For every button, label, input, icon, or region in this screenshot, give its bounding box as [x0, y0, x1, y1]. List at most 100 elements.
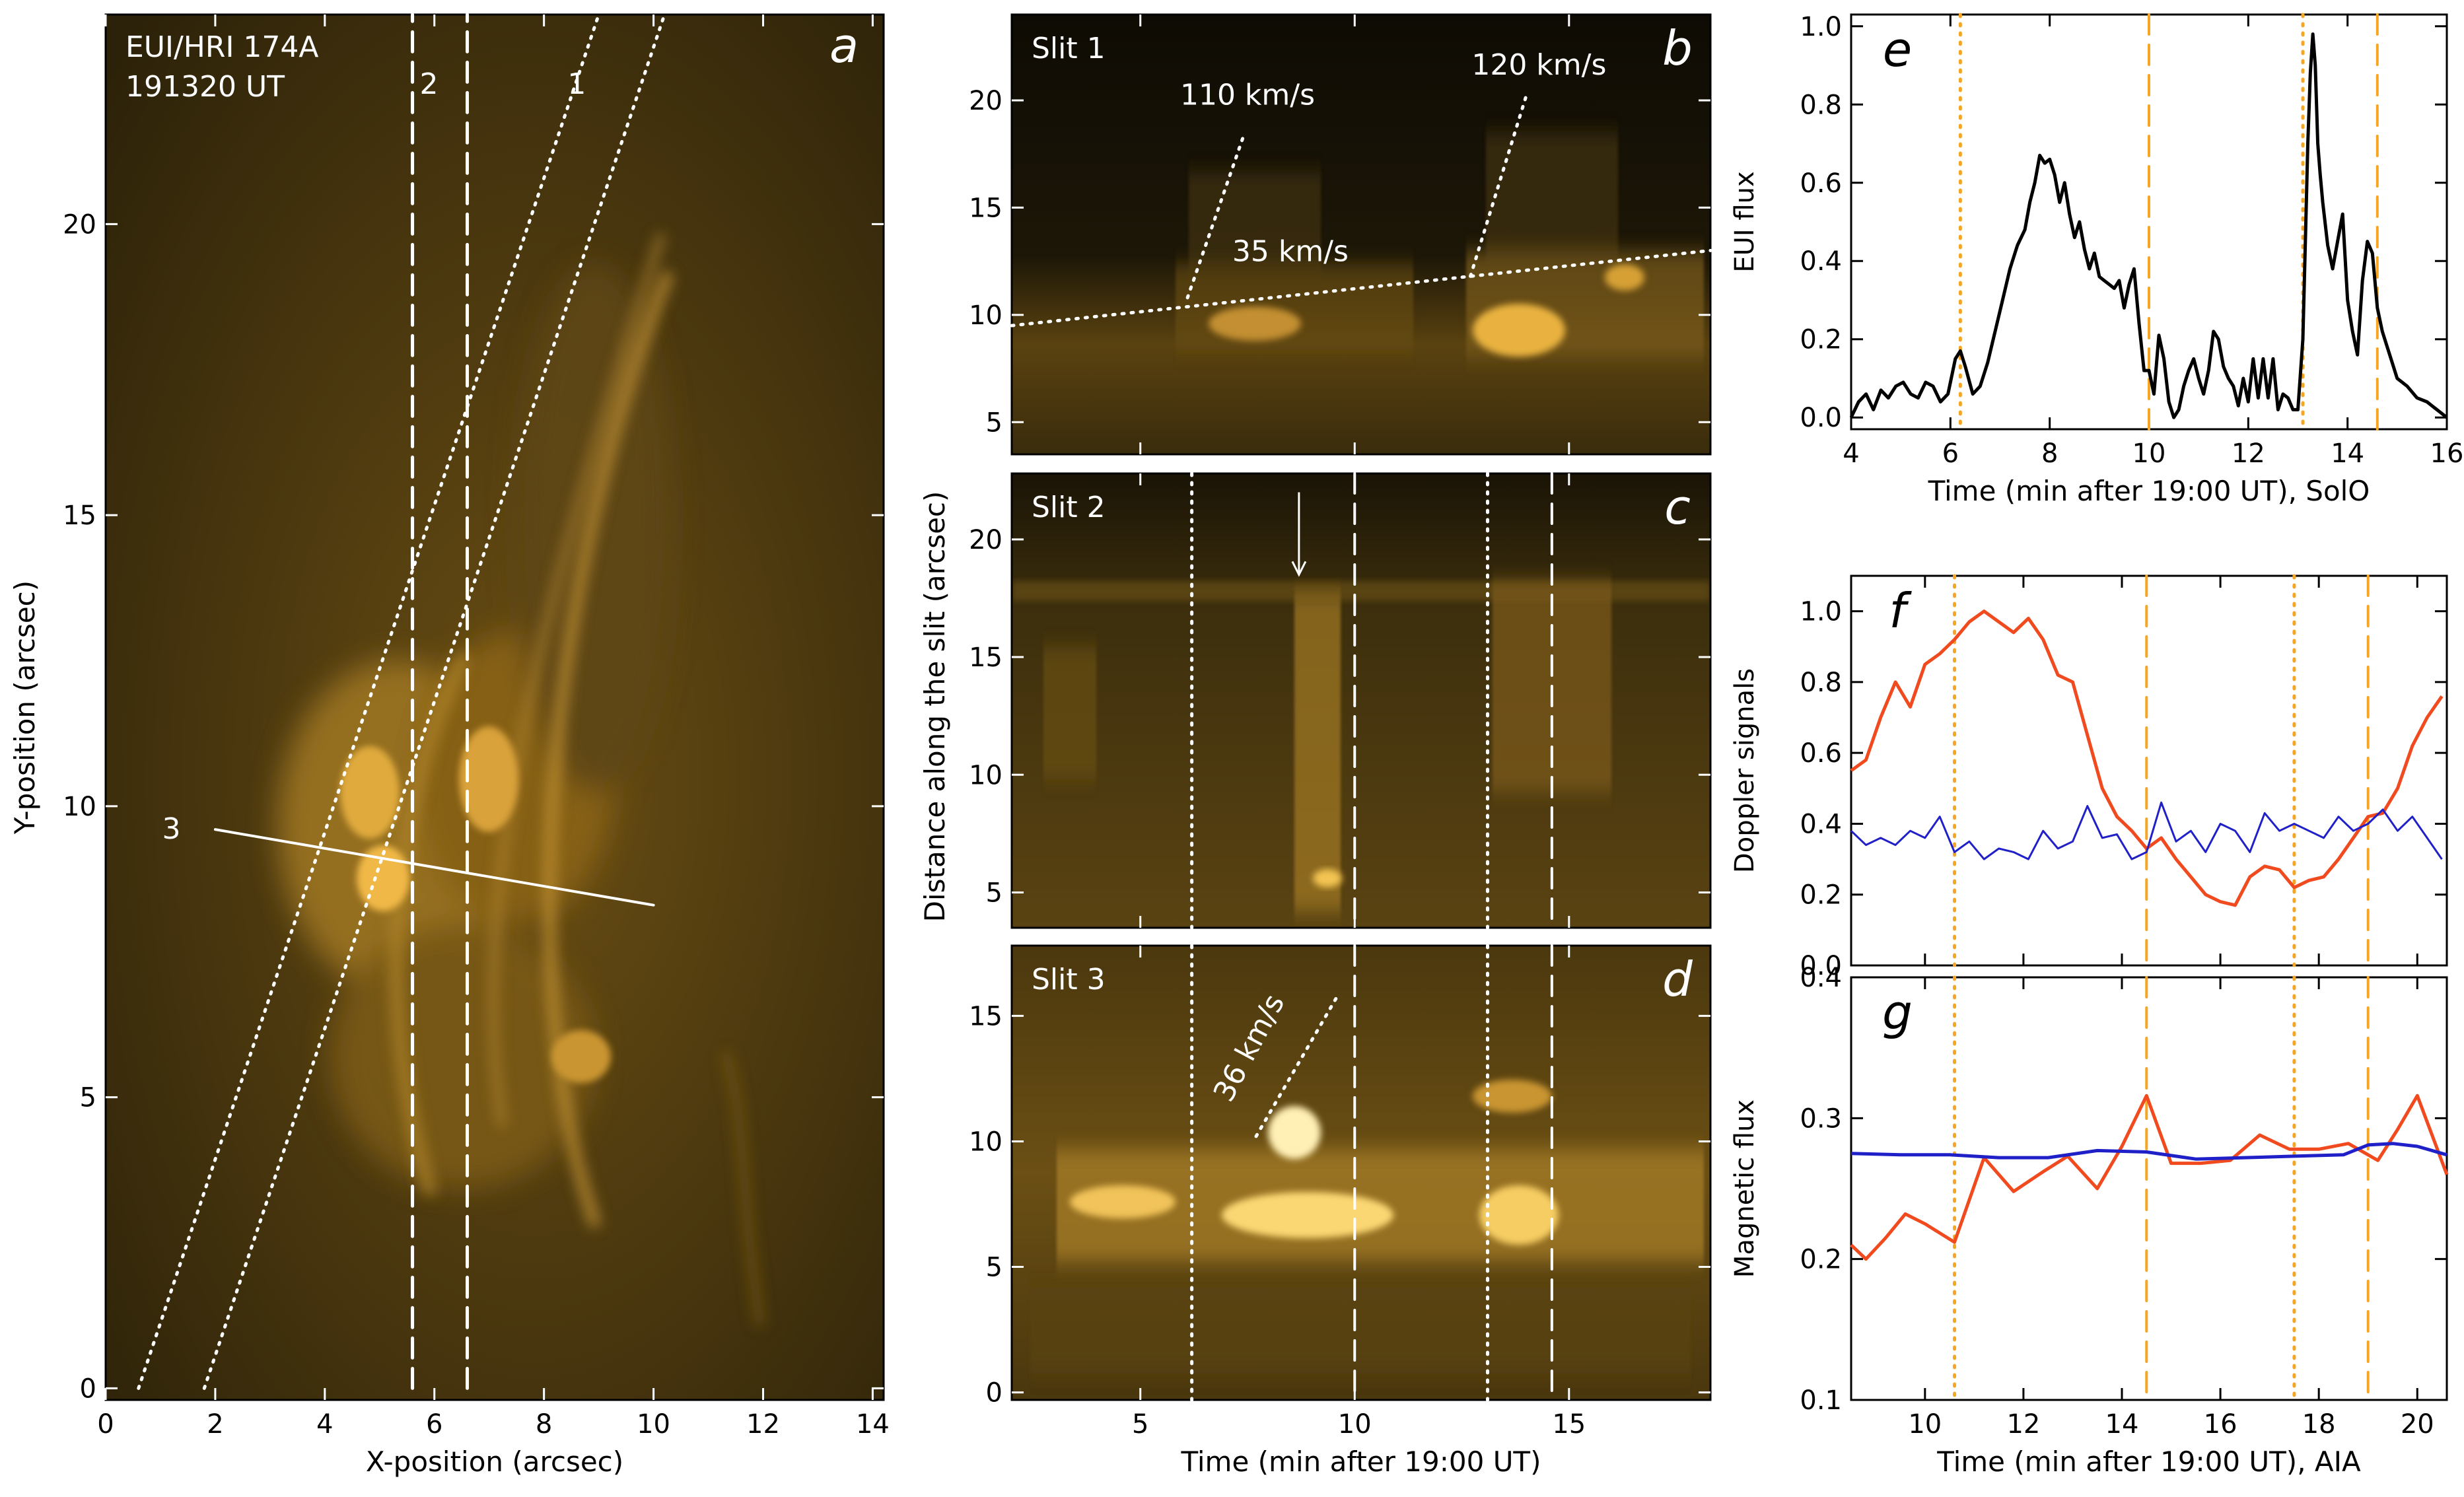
y-axis-label: Distance along the slit (arcsec)	[919, 491, 951, 923]
x-tick-label: 2	[207, 1409, 223, 1440]
x-tick-label: 16	[2430, 438, 2464, 469]
x-tick-label: 10	[637, 1409, 670, 1440]
y-tick-label: 0.6	[1800, 168, 1842, 199]
panel-letter: c	[1664, 479, 1691, 535]
arrow-head	[1291, 561, 1307, 577]
y-tick-label: 0.2	[1800, 1245, 1842, 1275]
slit-1-left	[137, 13, 601, 1390]
panel-letter: g	[1882, 985, 1913, 1040]
panel-a-frame	[104, 13, 885, 1401]
y-tick-label: 10	[63, 792, 96, 822]
x-axis-label: Time (min after 19:00 UT)	[1181, 1445, 1541, 1478]
y-tick-label: 1.0	[1800, 597, 1842, 627]
x-axis-label: Time (min after 19:00 UT), AIA	[1936, 1445, 2361, 1478]
x-tick-label: 16	[2204, 1409, 2237, 1440]
x-tick-label: 18	[2302, 1409, 2336, 1440]
y-axis-label: Magnetic flux	[1730, 1099, 1760, 1278]
y-tick-label: 0.4	[1800, 963, 1842, 993]
y-tick-label: 0.2	[1800, 325, 1842, 355]
y-tick-label: 15	[969, 1001, 1003, 1031]
instrument-label: EUI/HRI 174A	[125, 30, 319, 64]
x-axis-label: X-position (arcsec)	[366, 1445, 623, 1478]
slit-label: 1	[567, 67, 586, 101]
speed-label: 35 km/s	[1232, 235, 1349, 269]
panel-letter: f	[1889, 583, 1912, 639]
x-tick-label: 6	[1942, 438, 1959, 469]
fit-35-kms	[1010, 248, 1712, 328]
y-tick-label: 0.6	[1800, 738, 1842, 769]
y-axis-label: EUI flux	[1730, 171, 1760, 272]
y-tick-label: 10	[969, 1127, 1003, 1157]
panel-g: 10 12 14 16 18 20 0.1 0.2 0.3 0.4 g Time (min after…	[1730, 963, 2449, 1478]
time-label: 191320 UT	[125, 70, 285, 104]
x-tick-label: 4	[1843, 438, 1859, 469]
slit-title: Slit 3	[1032, 963, 1106, 996]
y-axis-label: Y-position (arcsec)	[9, 580, 41, 835]
y-tick-label: 10	[969, 300, 1003, 331]
slit-title: Slit 2	[1032, 491, 1106, 524]
series-red	[1850, 609, 2444, 907]
y-tick-label: 1.0	[1800, 12, 1842, 42]
x-tick-label: 8	[2041, 438, 2058, 469]
y-tick-label: 0.3	[1800, 1103, 1842, 1134]
x-tick-label: 12	[746, 1409, 780, 1440]
slit-label: 3	[162, 812, 181, 846]
x-tick-label: 0	[97, 1409, 114, 1440]
x-tick-label: 10	[1338, 1409, 1372, 1440]
y-tick-label: 5	[986, 1253, 1003, 1283]
y-tick-label: 0.2	[1800, 880, 1842, 911]
panel-b: 5 10 15 20 110 km/s 120 km/s 35 km/s Slit 1 b	[969, 13, 1712, 456]
y-tick-label: 0	[80, 1374, 96, 1404]
slit-label: 2	[419, 67, 438, 101]
panel-c: 5 10 15 20 Slit 2 c	[969, 471, 1712, 930]
x-tick-label: 14	[2331, 438, 2364, 469]
panel-b-frame	[1010, 13, 1712, 456]
y-tick-label: 0.8	[1800, 90, 1842, 120]
speed-label: 110 km/s	[1180, 78, 1315, 112]
fit-36-kms	[1254, 994, 1339, 1138]
x-tick-label: 10	[2132, 438, 2166, 469]
series-red	[1850, 1094, 2449, 1261]
panel-letter: e	[1883, 22, 1912, 77]
panel-d-image	[1012, 946, 1710, 1400]
y-tick-label: 0	[986, 1378, 1003, 1409]
slit-3	[213, 828, 655, 907]
y-tick-label: 0.8	[1800, 668, 1842, 698]
series-blue	[1850, 801, 2443, 860]
panel-f: 0.0 0.2 0.4 0.6 0.8 1.0 f Doppler signals	[1730, 574, 2448, 981]
y-tick-label: 0.0	[1800, 403, 1842, 433]
panel-a-image	[106, 15, 884, 1400]
x-axis-label: Time (min after 19:00 UT), SolO	[1928, 475, 2370, 507]
y-tick-label: 15	[969, 643, 1003, 673]
y-tick-label: 0.4	[1800, 246, 1842, 277]
series-EUI flux	[1849, 32, 2448, 419]
y-tick-label: 0.1	[1800, 1385, 1842, 1416]
x-tick-label: 12	[2232, 438, 2265, 469]
x-tick-label: 20	[2401, 1409, 2434, 1440]
x-tick-label: 10	[1908, 1409, 1942, 1440]
series-blue	[1850, 1142, 2447, 1161]
panel-letter: a	[829, 18, 859, 73]
x-tick-label: 14	[856, 1409, 890, 1440]
x-tick-label: 8	[536, 1409, 552, 1440]
panel-c-image	[1012, 473, 1710, 928]
speed-label: 120 km/s	[1471, 48, 1606, 82]
y-tick-label: 15	[63, 501, 96, 531]
panel-d-frame	[1010, 944, 1712, 1401]
y-tick-label: 0.0	[1800, 951, 1842, 981]
x-tick-label: 5	[1132, 1409, 1148, 1440]
y-tick-label: 5	[986, 407, 1003, 438]
y-axis-label: Doppler signals	[1730, 668, 1760, 873]
x-tick-label: 12	[2006, 1409, 2040, 1440]
slit-title: Slit 1	[1032, 32, 1106, 65]
panel-letter: d	[1662, 952, 1693, 1007]
panel-b-image	[1012, 15, 1710, 454]
y-tick-label: 5	[80, 1083, 96, 1113]
y-tick-label: 10	[969, 760, 1003, 790]
x-tick-label: 15	[1552, 1409, 1586, 1440]
y-tick-label: 20	[969, 525, 1003, 555]
x-tick-label: 4	[316, 1409, 333, 1440]
panel-e: 4 6 8 10 12 14 16 0.0 0.2 0.4 0.6 0.8 1.0 e Time (min …	[1730, 12, 2463, 507]
